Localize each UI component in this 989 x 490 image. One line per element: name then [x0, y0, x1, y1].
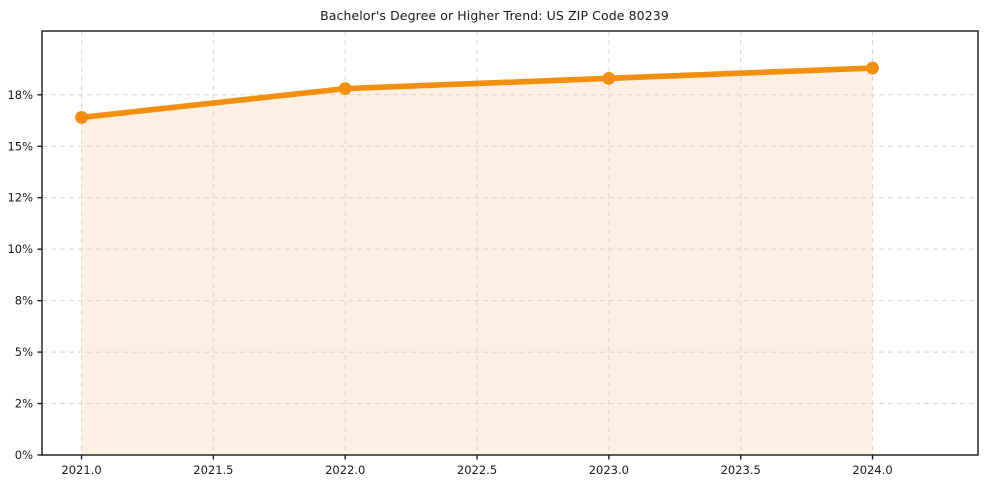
axes-frame	[41, 30, 979, 456]
data-point-2021	[75, 111, 88, 124]
y-axis-tick-labels: 0% 2% 5% 8% 10% 12% 15% 18%	[7, 88, 33, 462]
x-tick-label-5: 2023.5	[721, 463, 761, 477]
data-point-2024	[866, 61, 879, 75]
x-axis-tick-labels: 2021.0 2021.5 2022.0 2022.5 2023.0 2023.5 2024…	[61, 463, 892, 477]
x-tick-label-4: 2023.0	[589, 463, 629, 477]
y-tick-label-1: 2%	[15, 397, 33, 411]
data-point-2022	[338, 82, 352, 96]
y-tick-label-3: 8%	[15, 294, 33, 308]
x-tick-label-6: 2024.0	[852, 463, 892, 477]
y-tick-label-4: 10%	[7, 242, 33, 256]
chart-title: Bachelor's Degree or Higher Trend: US ZI…	[320, 8, 669, 23]
y-tick-label-5: 12%	[7, 191, 33, 205]
x-tick-label-2: 2022.0	[325, 463, 365, 477]
x-tick-label-1: 2021.5	[193, 463, 233, 477]
y-tick-label-7: 18%	[7, 88, 33, 102]
data-line-series	[78, 65, 876, 121]
x-axis-ticks	[80, 455, 874, 460]
y-tick-label-6: 15%	[7, 139, 33, 153]
area-fill-region	[81, 68, 873, 456]
x-tick-label-0: 2021.0	[61, 463, 101, 477]
x-gridlines	[81, 31, 874, 455]
y-axis-ticks	[37, 94, 42, 456]
data-point-markers	[75, 61, 879, 124]
y-tick-label-0: 0%	[15, 448, 33, 462]
y-tick-label-2: 5%	[15, 345, 33, 359]
data-point-2023	[602, 71, 616, 85]
x-tick-label-3: 2022.5	[457, 463, 497, 477]
